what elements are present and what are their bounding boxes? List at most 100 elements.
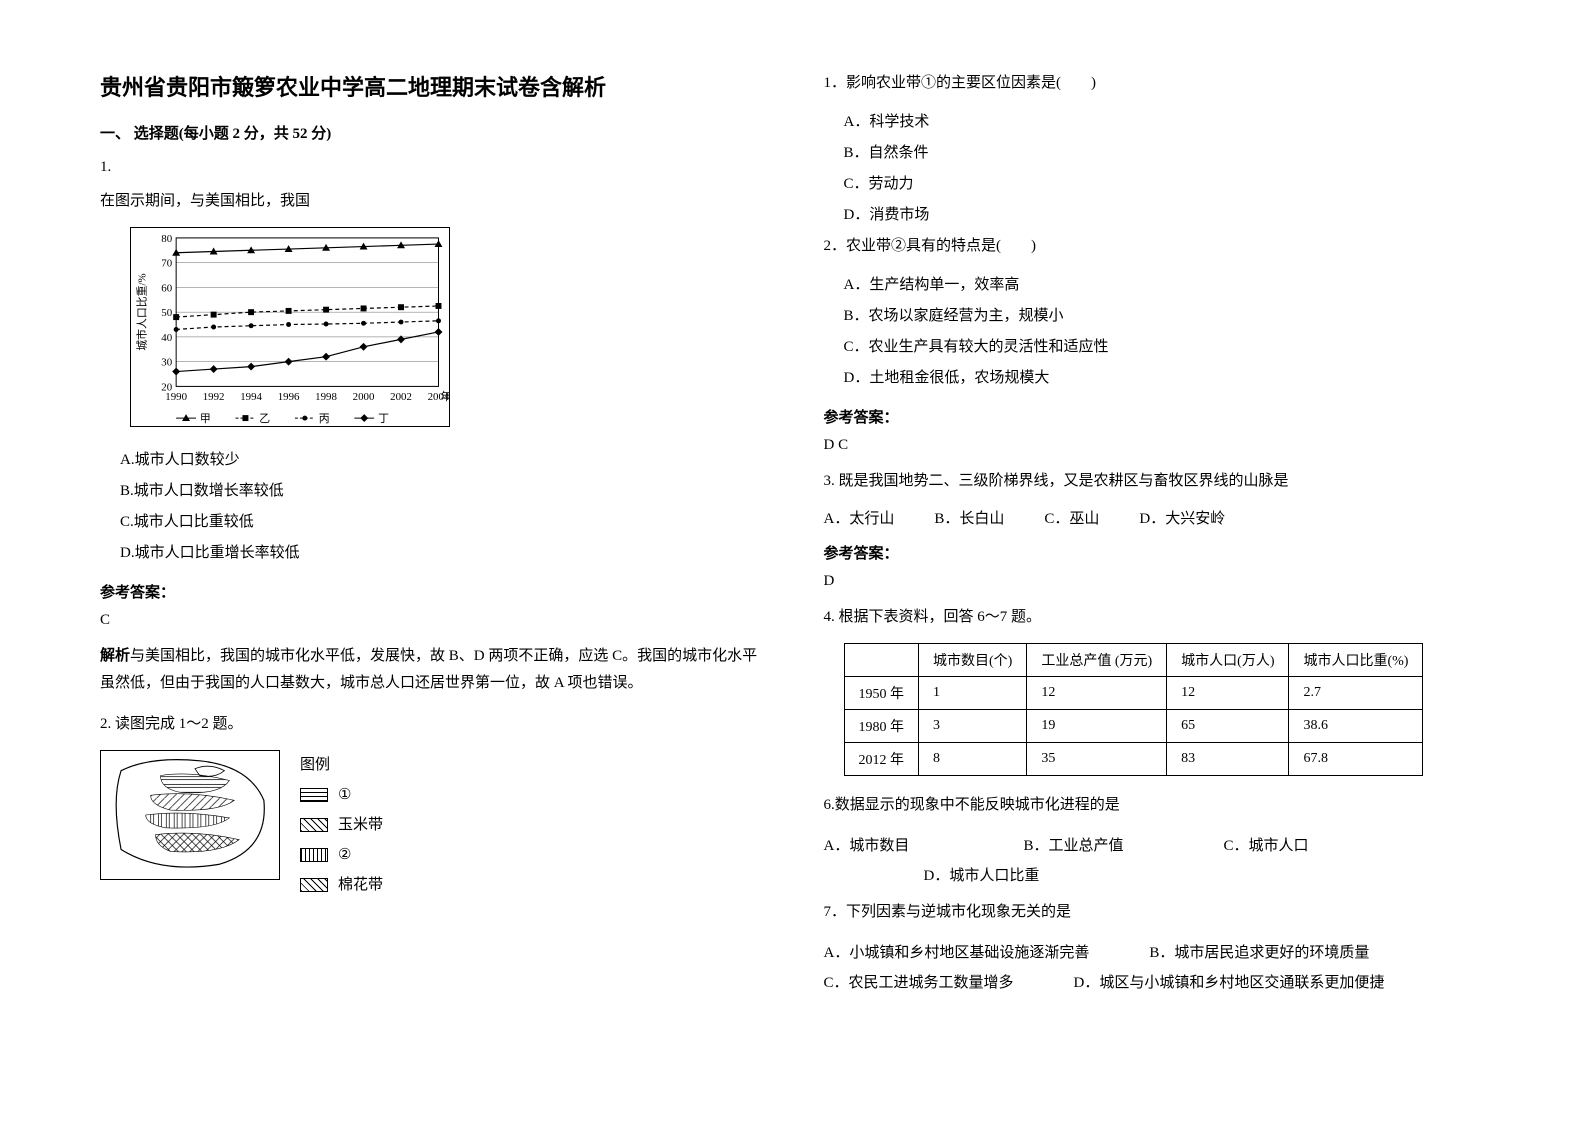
table-cell: 12 — [1167, 677, 1289, 710]
q2-sub2-c: C．农业生产具有较大的灵活性和适应性 — [844, 334, 1488, 361]
svg-text:城市人口比重/%: 城市人口比重/% — [134, 273, 148, 350]
q2-sub1-c: C．劳动力 — [844, 171, 1488, 198]
q1-option-a: A.城市人口数较少 — [120, 447, 764, 474]
q2-legend-2-label: 玉米带 — [338, 810, 383, 840]
table-row: 1980 年3196538.6 — [844, 710, 1423, 743]
q4-sub6-d: D．城市人口比重 — [924, 861, 1064, 891]
q2-legend-3-label: ② — [338, 840, 351, 870]
q2-stem-line: 2. 读图完成 1～2 题。 — [100, 711, 764, 738]
q1-answer: C — [100, 612, 764, 629]
q2-map-legend-block: 图例 ① 玉米带 ② 棉花带 — [100, 750, 764, 900]
legend-swatch-2 — [300, 818, 328, 832]
q2-sub1-d: D．消费市场 — [844, 202, 1488, 229]
q2-legend: 图例 ① 玉米带 ② 棉花带 — [300, 750, 383, 900]
q2-sub1-b: B．自然条件 — [844, 140, 1488, 167]
svg-text:30: 30 — [161, 357, 172, 369]
q3-d: D．大兴安岭 — [1139, 507, 1225, 528]
q4-number: 4. — [824, 609, 835, 625]
q4-table: 城市数目(个)工业总产值 (万元)城市人口(万人)城市人口比重(%) 1950 … — [844, 643, 1424, 776]
q2-legend-4: 棉花带 — [300, 870, 383, 900]
right-column: 1．影响农业带①的主要区位因素是( ) A．科学技术 B．自然条件 C．劳动力 … — [824, 70, 1488, 1052]
legend-swatch-3 — [300, 848, 328, 862]
q3-answer-label: 参考答案： — [824, 542, 1488, 563]
q3-options: A．太行山 B．长白山 C．巫山 D．大兴安岭 — [824, 507, 1488, 528]
table-cell: 2.7 — [1289, 677, 1423, 710]
table-header: 城市数目(个) — [919, 644, 1027, 677]
q2-sub1-stem: 1．影响农业带①的主要区位因素是( ) — [824, 70, 1488, 97]
q1-explain-label: 解析 — [100, 648, 130, 664]
svg-text:2000: 2000 — [353, 391, 375, 403]
table-cell: 2012 年 — [844, 743, 919, 776]
q2-legend-3: ② — [300, 840, 383, 870]
svg-text:1998: 1998 — [315, 391, 337, 403]
q4-line: 4. 根据下表资料，回答 6～7 题。 — [824, 604, 1488, 631]
legend-swatch-4 — [300, 878, 328, 892]
q2-sub1-a: A．科学技术 — [844, 109, 1488, 136]
svg-text:80: 80 — [161, 233, 172, 245]
section-heading: 一、 选择题(每小题 2 分，共 52 分) — [100, 122, 764, 143]
table-header: 工业总产值 (万元) — [1027, 644, 1167, 677]
page-title: 贵州省贵阳市簸箩农业中学高二地理期末试卷含解析 — [100, 70, 764, 102]
svg-text:甲: 甲 — [200, 413, 211, 425]
q2-answer: D C — [824, 437, 1488, 454]
q1-explain-text: 与美国相比，我国的城市化水平低，发展快，故 B、D 两项不正确，应选 C。我国的… — [100, 648, 757, 691]
q2-legend-title: 图例 — [300, 750, 383, 780]
left-column: 贵州省贵阳市簸箩农业中学高二地理期末试卷含解析 一、 选择题(每小题 2 分，共… — [100, 70, 764, 1052]
q1-option-c: C.城市人口比重较低 — [120, 509, 764, 536]
table-cell: 35 — [1027, 743, 1167, 776]
table-header: 城市人口比重(%) — [1289, 644, 1423, 677]
q4-sub7-c: C．农民工进城务工数量增多 — [824, 968, 1014, 998]
legend-swatch-1 — [300, 788, 328, 802]
q3-c: C．巫山 — [1044, 507, 1099, 528]
svg-text:2002: 2002 — [390, 391, 412, 403]
table-cell: 1980 年 — [844, 710, 919, 743]
q2-legend-2: 玉米带 — [300, 810, 383, 840]
q3-a: A．太行山 — [824, 507, 895, 528]
table-cell: 19 — [1027, 710, 1167, 743]
table-row: 2012 年8358367.8 — [844, 743, 1423, 776]
svg-text:1992: 1992 — [203, 391, 225, 403]
q1-explain: 解析与美国相比，我国的城市化水平低，发展快，故 B、D 两项不正确，应选 C。我… — [100, 643, 764, 697]
q4-sub6-c: C．城市人口 — [1224, 831, 1364, 861]
q3-line: 3. 既是我国地势二、三级阶梯界线，又是农耕区与畜牧区界线的山脉是 — [824, 468, 1488, 495]
svg-text:70: 70 — [161, 258, 172, 270]
q3-number: 3. — [824, 473, 835, 489]
svg-text:1990: 1990 — [165, 391, 187, 403]
q4-sub7-b: B．城市居民追求更好的环境质量 — [1149, 938, 1369, 968]
svg-text:40: 40 — [161, 332, 172, 344]
table-cell: 1950 年 — [844, 677, 919, 710]
table-cell: 38.6 — [1289, 710, 1423, 743]
q1-chart: 2030405060708019901992199419961998200020… — [130, 227, 450, 427]
q4-sub7-options-2: C．农民工进城务工数量增多 D．城区与小城镇和乡村地区交通联系更加便捷 — [824, 968, 1488, 998]
svg-text:乙: 乙 — [259, 412, 270, 425]
q4-sub7-stem: 7．下列因素与逆城市化现象无关的是 — [824, 899, 1488, 926]
q1-option-b: B.城市人口数增长率较低 — [120, 478, 764, 505]
q1-stem: 在图示期间，与美国相比，我国 — [100, 188, 764, 215]
q2-legend-4-label: 棉花带 — [338, 870, 383, 900]
q4-sub6-stem: 6.数据显示的现象中不能反映城市化进程的是 — [824, 792, 1488, 819]
table-cell: 83 — [1167, 743, 1289, 776]
q2-legend-1-label: ① — [338, 780, 351, 810]
q2-stem: 读图完成 1～2 题。 — [115, 716, 243, 732]
table-cell: 3 — [919, 710, 1027, 743]
svg-text:60: 60 — [161, 282, 172, 294]
q3-stem: 既是我国地势二、三级阶梯界线，又是农耕区与畜牧区界线的山脉是 — [839, 473, 1289, 489]
svg-text:丙: 丙 — [319, 413, 330, 425]
q4-sub6-options-2: D．城市人口比重 — [924, 861, 1488, 891]
table-cell: 12 — [1027, 677, 1167, 710]
table-cell: 8 — [919, 743, 1027, 776]
q2-answer-label: 参考答案： — [824, 406, 1488, 427]
q2-sub2-a: A．生产结构单一，效率高 — [844, 272, 1488, 299]
q4-stem: 根据下表资料，回答 6～7 题。 — [839, 609, 1042, 625]
table-cell: 1 — [919, 677, 1027, 710]
q2-legend-1: ① — [300, 780, 383, 810]
q2-sub2-b: B．农场以家庭经营为主，规模小 — [844, 303, 1488, 330]
table-row: 1950 年112122.7 — [844, 677, 1423, 710]
q1-number: 1. — [100, 159, 764, 176]
q2-sub2-stem: 2．农业带②具有的特点是( ) — [824, 233, 1488, 260]
q4-sub6-b: B．工业总产值 — [1024, 831, 1164, 861]
svg-text:年份: 年份 — [440, 389, 450, 403]
q4-sub6-options: A．城市数目 B．工业总产值 C．城市人口 — [824, 831, 1488, 861]
q4-sub7-a: A．小城镇和乡村地区基础设施逐渐完善 — [824, 938, 1090, 968]
q1-option-d: D.城市人口比重增长率较低 — [120, 540, 764, 567]
